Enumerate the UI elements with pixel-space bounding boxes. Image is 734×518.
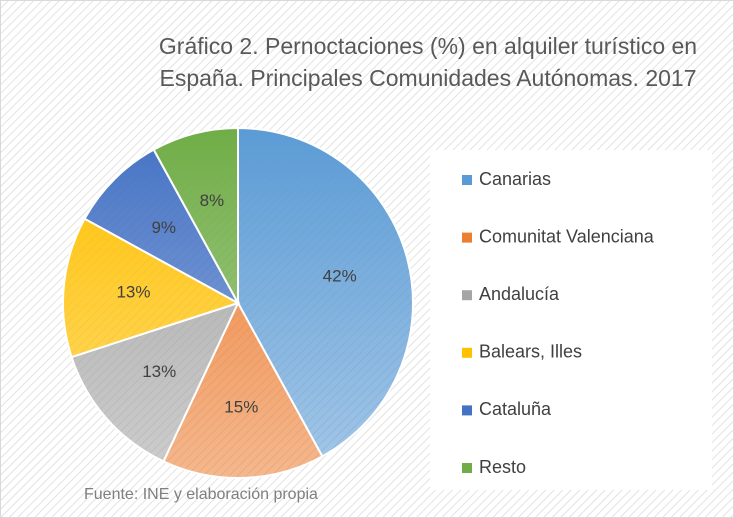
source-note: Fuente: INE y elaboración propia <box>84 486 318 503</box>
legend-swatch <box>462 232 472 243</box>
legend-label: Cataluña <box>479 399 552 419</box>
data-label: 9% <box>151 218 176 237</box>
legend-swatch <box>462 175 472 185</box>
pie-slice <box>152 126 239 304</box>
legend-label: Balears, Illes <box>479 342 582 362</box>
pie-slice <box>237 126 415 458</box>
data-label: 13% <box>116 283 150 302</box>
data-label: 42% <box>323 266 357 285</box>
legend-swatch <box>462 290 472 301</box>
legend-box <box>430 150 712 490</box>
chart-title: Gráfico 2. Pernoctaciones (%) en alquile… <box>158 33 698 91</box>
legend-label: Andalucía <box>479 284 560 304</box>
data-label: 15% <box>224 397 258 416</box>
legend-swatch <box>462 463 472 473</box>
data-label: 8% <box>200 191 225 210</box>
legend-swatch <box>462 347 472 358</box>
pie-slice <box>83 148 241 306</box>
pie-slice <box>62 217 241 359</box>
data-label: 13% <box>142 362 176 381</box>
pie-slice <box>70 301 240 463</box>
legend-swatch <box>462 405 472 416</box>
legend-label: Canarias <box>479 169 551 189</box>
legend-label: Resto <box>479 457 526 477</box>
legend-label: Comunitat Valenciana <box>479 226 655 246</box>
pie-slice <box>162 300 324 479</box>
